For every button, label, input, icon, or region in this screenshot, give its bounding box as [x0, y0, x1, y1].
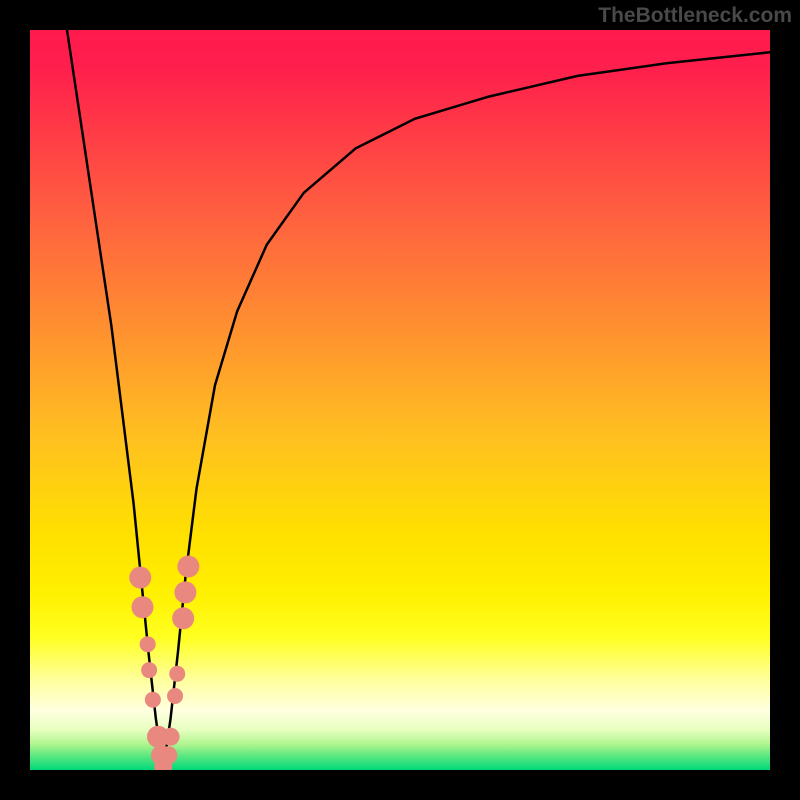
data-marker [172, 607, 194, 629]
data-marker [141, 662, 157, 678]
data-marker [162, 728, 180, 746]
gradient-background [30, 30, 770, 770]
data-marker [169, 666, 185, 682]
data-marker [167, 688, 183, 704]
watermark-label: TheBottleneck.com [598, 4, 792, 28]
data-marker [140, 636, 156, 652]
data-marker [159, 746, 177, 764]
chart-svg [0, 0, 800, 800]
data-marker [131, 596, 153, 618]
chart-container: TheBottleneck.com [0, 0, 800, 800]
data-marker [177, 556, 199, 578]
data-marker [129, 567, 151, 589]
data-marker [174, 581, 196, 603]
data-marker [145, 692, 161, 708]
